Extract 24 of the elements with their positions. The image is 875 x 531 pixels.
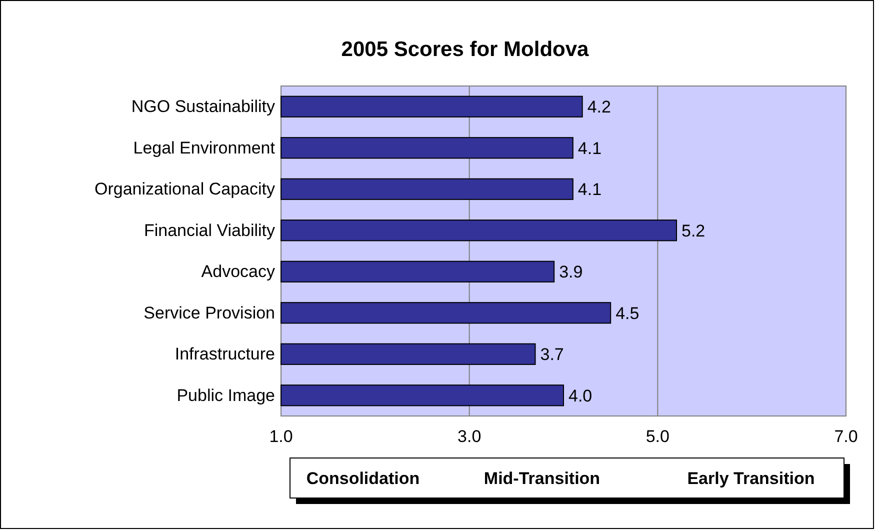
data-label: 4.5: [616, 304, 640, 323]
data-label: 4.2: [587, 98, 611, 117]
data-label: 4.0: [568, 386, 592, 406]
y-tick-label: Public Image: [176, 386, 275, 405]
text: Consolidation: [306, 469, 420, 488]
data-label: 4.1: [578, 138, 602, 158]
y-tick-label: Organizational Capacity: [94, 180, 276, 199]
data-label: 3.9: [559, 262, 583, 282]
data-label: 5.2: [682, 221, 706, 240]
data-label: 3.7: [540, 345, 564, 364]
data-label: 4.1: [578, 180, 602, 200]
y-tick-label: Advocacy: [201, 262, 276, 282]
text: Early Transition: [687, 469, 815, 488]
y-tick-label: Infrastructure: [174, 344, 275, 364]
x-tick-label: 5.0: [646, 427, 670, 446]
x-tick-label: 7.0: [834, 427, 858, 446]
y-tick-label: Financial Viability: [144, 220, 276, 240]
chart-title: 2005 Scores for Moldova: [341, 38, 590, 61]
x-tick-label: 3.0: [458, 427, 482, 446]
y-tick-label: NGO Sustainability: [131, 97, 276, 116]
text: Mid-Transition: [484, 469, 600, 488]
y-tick-label: Service Provision: [144, 303, 275, 322]
x-tick-label: 1.0: [269, 427, 293, 446]
y-tick-label: Legal Environment: [133, 138, 276, 158]
